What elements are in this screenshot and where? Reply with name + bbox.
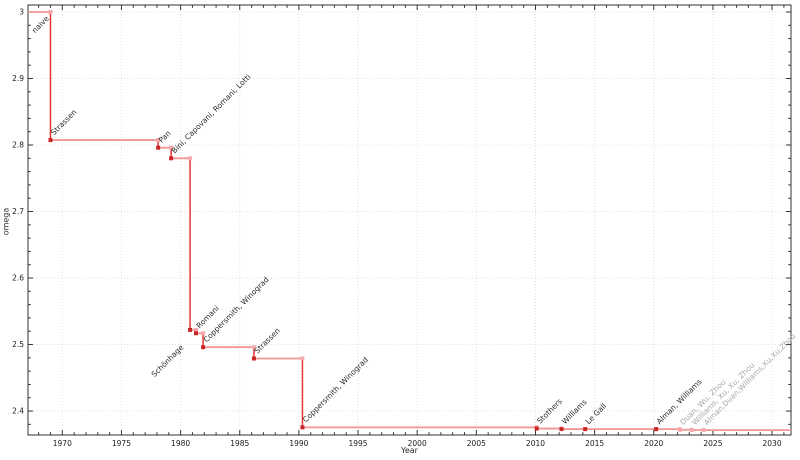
data-point-marker xyxy=(193,331,198,336)
data-point-marker xyxy=(251,356,256,361)
y-tick-label: 2.8 xyxy=(12,141,24,150)
point-label: Strassen xyxy=(49,107,79,137)
data-point-marker xyxy=(701,428,706,433)
data-point-marker xyxy=(583,427,588,432)
data-point-marker xyxy=(654,427,659,432)
step-corner-marker xyxy=(300,356,305,361)
x-tick-label: 1990 xyxy=(289,439,308,448)
drop-lines xyxy=(49,11,705,431)
y-tick-label: 2.5 xyxy=(12,340,24,349)
y-tick-label: 2.7 xyxy=(12,207,24,216)
x-axis-title: Year xyxy=(401,446,418,455)
x-tick-label: 2005 xyxy=(467,439,486,448)
x-tick-label: 2010 xyxy=(526,439,545,448)
y-axis-title: omega xyxy=(1,207,11,236)
x-tick-label: 1995 xyxy=(348,439,367,448)
data-point-marker xyxy=(689,427,694,432)
data-point-marker xyxy=(559,427,564,432)
x-tick-label: 2000 xyxy=(408,439,427,448)
y-tick-label: 2.6 xyxy=(12,274,24,283)
y-tick-label: 3 xyxy=(19,7,24,16)
plot-frame xyxy=(27,4,792,436)
x-tick-label: 2015 xyxy=(585,439,604,448)
x-tick-label: 1975 xyxy=(112,439,131,448)
point-label: Coppersmith, Winograd xyxy=(301,355,370,424)
step-line xyxy=(28,11,791,432)
data-point-marker xyxy=(169,156,174,161)
point-label: naive xyxy=(30,14,51,35)
point-label: Strassen xyxy=(252,326,282,356)
x-tick-label: 2030 xyxy=(763,439,782,448)
data-point-marker xyxy=(156,145,161,150)
step-corner-marker xyxy=(169,145,174,150)
x-tick-label: 1985 xyxy=(230,439,249,448)
y-tick-label: 2.9 xyxy=(12,74,24,83)
step-corner-marker xyxy=(201,331,206,336)
point-label: Pan xyxy=(157,128,173,144)
point-label: Schönhage xyxy=(150,343,186,379)
x-tick-label: 2020 xyxy=(644,439,663,448)
step-corner-marker xyxy=(193,327,198,332)
point-label: Le Gall xyxy=(584,402,608,426)
step-corner-marker xyxy=(48,9,53,14)
step-corner-marker xyxy=(156,138,161,143)
point-label: Alman,Duan,Williams,Xu,Xu,Zhou xyxy=(702,331,798,427)
data-point-marker xyxy=(677,427,682,432)
data-point-marker xyxy=(48,138,53,143)
step-corner-marker xyxy=(251,345,256,350)
data-point-marker xyxy=(300,425,305,430)
data-point-marker xyxy=(534,426,539,431)
x-tick-label: 1980 xyxy=(171,439,190,448)
x-tick-label: 1970 xyxy=(53,439,72,448)
x-tick-label: 2025 xyxy=(703,439,722,448)
point-label: Williams, Xu, Xu, Zhou xyxy=(690,360,756,426)
step-corner-marker xyxy=(188,156,193,161)
data-point-marker xyxy=(188,327,193,332)
y-tick-label: 2.4 xyxy=(12,407,24,416)
data-point-marker xyxy=(201,345,206,350)
